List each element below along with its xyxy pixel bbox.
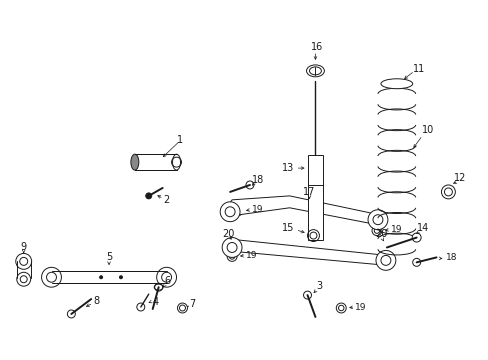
Ellipse shape [131,154,139,170]
Polygon shape [51,271,166,283]
Circle shape [411,233,420,242]
Text: 15: 15 [281,222,293,233]
Text: 19: 19 [252,205,263,214]
Text: 9: 9 [20,243,27,252]
Circle shape [375,251,395,270]
Polygon shape [135,154,176,170]
Text: 7: 7 [189,299,195,309]
Circle shape [100,276,102,279]
Text: 4: 4 [152,297,159,307]
Text: 3: 3 [316,281,322,291]
Circle shape [245,181,253,189]
Text: 18: 18 [251,175,264,185]
Text: 19: 19 [245,251,257,260]
Text: 17: 17 [303,187,315,197]
Text: 11: 11 [412,64,424,74]
Ellipse shape [172,154,180,170]
Polygon shape [225,196,378,225]
Circle shape [156,267,176,287]
Ellipse shape [306,65,324,77]
Text: 6: 6 [164,276,170,286]
Circle shape [367,210,387,230]
Circle shape [412,258,420,266]
Bar [307,155,323,239]
Text: 1: 1 [177,135,183,145]
Text: 10: 10 [421,125,433,135]
Text: 19: 19 [390,225,402,234]
Text: 12: 12 [453,173,466,183]
Circle shape [220,202,240,222]
Circle shape [154,283,163,291]
Text: 14: 14 [416,222,428,233]
Text: 13: 13 [281,163,293,173]
Text: 18: 18 [446,253,457,262]
Polygon shape [228,239,386,265]
Text: 20: 20 [374,229,386,239]
Text: 20: 20 [222,229,234,239]
Circle shape [119,276,122,279]
Text: 8: 8 [93,296,99,306]
Circle shape [222,238,242,257]
Circle shape [303,291,311,299]
Ellipse shape [380,79,412,89]
Text: 5: 5 [106,252,112,262]
Circle shape [145,193,151,199]
Text: 2: 2 [163,195,169,205]
Text: 19: 19 [355,302,366,311]
Text: 16: 16 [311,42,323,52]
Circle shape [41,267,61,287]
